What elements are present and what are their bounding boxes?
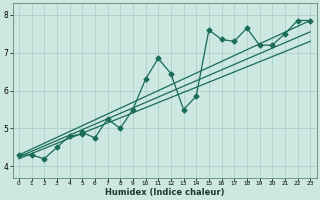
- X-axis label: Humidex (Indice chaleur): Humidex (Indice chaleur): [105, 188, 224, 197]
